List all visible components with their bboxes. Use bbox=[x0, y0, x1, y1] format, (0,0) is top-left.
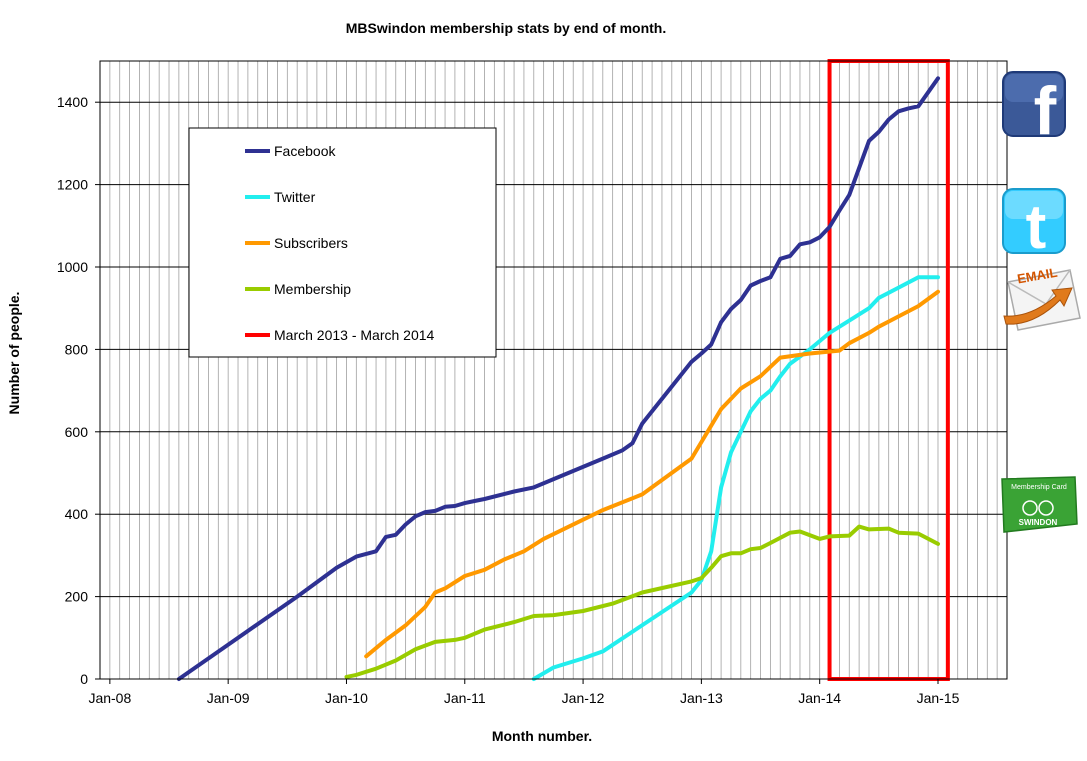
legend: Facebook Twitter Subscribers Membership … bbox=[188, 127, 497, 358]
y-tick-label: 600 bbox=[65, 424, 89, 440]
legend-label-membership: Membership bbox=[274, 281, 351, 297]
plot-frame bbox=[99, 60, 1008, 680]
x-tick-label: Jan-08 bbox=[88, 690, 131, 706]
y-tick-label: 800 bbox=[65, 341, 89, 357]
legend-label-facebook: Facebook bbox=[274, 143, 336, 159]
chart-title: MBSwindon membership stats by end of mon… bbox=[346, 20, 666, 36]
x-tick-label: Jan-15 bbox=[917, 690, 960, 706]
x-tick-label: Jan-10 bbox=[325, 690, 368, 706]
membership-card-title: Membership Card bbox=[1011, 484, 1067, 491]
membership-card-text: SWINDON bbox=[1019, 518, 1058, 527]
facebook-glyph: f bbox=[1034, 73, 1057, 149]
legend-box bbox=[188, 127, 497, 358]
x-tick-label: Jan-09 bbox=[207, 690, 250, 706]
legend-label-highlight: March 2013 - March 2014 bbox=[274, 327, 435, 343]
x-tick-label: Jan-12 bbox=[562, 690, 605, 706]
y-tick-label: 1400 bbox=[57, 94, 88, 110]
email-label: EMAIL bbox=[1016, 265, 1058, 287]
y-tick-label: 1200 bbox=[57, 177, 88, 193]
twitter-glyph: t bbox=[1026, 193, 1047, 262]
email-icon: EMAIL bbox=[1003, 265, 1081, 331]
legend-label-twitter: Twitter bbox=[274, 189, 316, 205]
legend-label-subscribers: Subscribers bbox=[274, 235, 348, 251]
membership-card-icon: Membership Card SWINDON bbox=[1001, 476, 1078, 533]
facebook-icon: f bbox=[1002, 71, 1066, 149]
series-line-subscribers bbox=[364, 289, 940, 659]
x-tick-label: Jan-11 bbox=[444, 690, 486, 706]
x-axis-title: Month number. bbox=[492, 728, 592, 744]
series-line-twitter bbox=[531, 275, 940, 681]
y-tick-label: 0 bbox=[80, 671, 88, 687]
series-line-facebook bbox=[176, 76, 940, 681]
y-tick-label: 1000 bbox=[57, 259, 88, 275]
series-line-membership bbox=[344, 524, 940, 679]
y-tick-label: 400 bbox=[65, 506, 89, 522]
y-axis-title: Number of people. bbox=[6, 292, 22, 415]
series-layer bbox=[176, 76, 940, 681]
x-tick-label: Jan-13 bbox=[680, 690, 723, 706]
chart-axes: 0 200 400 600 800 1000 1200 1400 Jan-08 Jan-09 Jan… bbox=[57, 60, 1008, 706]
x-tick-label: Jan-14 bbox=[798, 690, 841, 706]
y-tick-label: 200 bbox=[65, 589, 89, 605]
twitter-icon: t bbox=[1002, 188, 1066, 262]
